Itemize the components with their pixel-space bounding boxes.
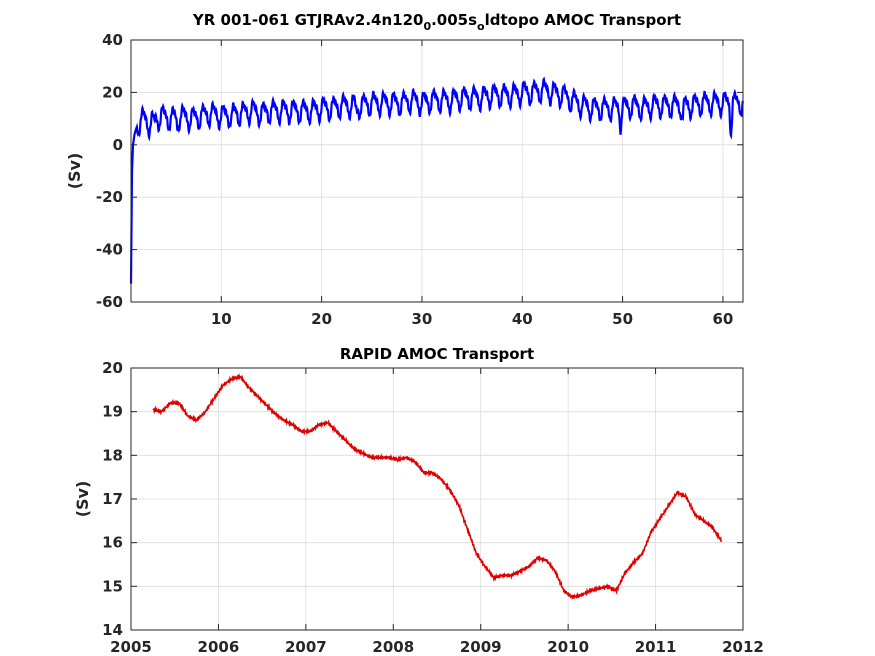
model-y-tick-label: 20: [102, 83, 123, 101]
rapid-amoc-series-line: [152, 373, 722, 600]
rapid-x-tick-label: 2006: [198, 638, 240, 656]
model-x-tick-label: 40: [512, 310, 533, 328]
rapid-axis-ticks: 2005 2006 2007 2008 2009 2010 2011 2012 14 15 16 17…: [102, 359, 764, 656]
model-amoc-series-line: [129, 76, 745, 284]
model-plot-area: [130, 39, 744, 303]
model-x-tick-label: 50: [612, 310, 633, 328]
rapid-amoc-panel: 2005 2006 2007 2008 2009 2010 2011 2012 14 15 16 17…: [73, 345, 764, 656]
model-x-tick-label: 10: [211, 310, 232, 328]
model-y-tick-label: 40: [102, 31, 123, 49]
model-x-tick-label: 60: [712, 310, 733, 328]
rapid-y-tick-label: 19: [102, 403, 123, 421]
model-x-tick-label: 20: [311, 310, 332, 328]
rapid-y-tick-label: 17: [102, 490, 123, 508]
model-x-tick-label: 30: [412, 310, 433, 328]
model-y-tick-label: -40: [96, 241, 123, 259]
rapid-x-tick-label: 2005: [110, 638, 152, 656]
rapid-chart-title: RAPID AMOC Transport: [340, 345, 534, 363]
rapid-x-tick-label: 2012: [722, 638, 764, 656]
rapid-y-tick-label: 16: [102, 534, 123, 552]
rapid-y-axis-label: (Sv): [73, 481, 92, 518]
rapid-y-tick-label: 18: [102, 446, 123, 464]
rapid-y-tick-label: 15: [102, 577, 123, 595]
rapid-x-tick-label: 2011: [635, 638, 677, 656]
model-y-tick-label: -60: [96, 293, 123, 311]
rapid-y-tick-label: 20: [102, 359, 123, 377]
rapid-x-tick-label: 2007: [285, 638, 327, 656]
rapid-x-tick-label: 2009: [460, 638, 502, 656]
rapid-y-tick-label: 14: [102, 621, 123, 639]
rapid-x-tick-label: 2010: [547, 638, 589, 656]
model-axis-ticks: 10 20 30 40 50 60 -60 -40 -20 0 20 40: [96, 31, 743, 328]
model-y-tick-label: -20: [96, 188, 123, 206]
model-y-axis-label: (Sv): [65, 153, 84, 190]
model-y-tick-label: 0: [113, 136, 123, 154]
model-amoc-panel: 10 20 30 40 50 60 -60 -40 -20 0 20 40 YR 001-061 GT…: [65, 11, 745, 328]
model-chart-title: YR 001-061 GTJRAv2.4n1200.005soldtopo AM…: [192, 11, 681, 33]
rapid-x-tick-label: 2008: [372, 638, 414, 656]
